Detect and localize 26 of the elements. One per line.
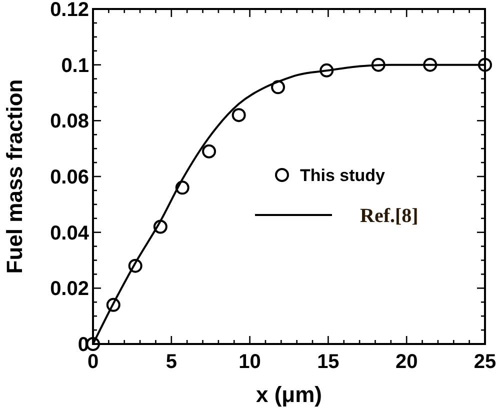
x-tick-label: 10	[238, 351, 261, 373]
x-tick-label: 15	[317, 351, 340, 373]
point	[106, 298, 120, 312]
x-tick-label: 25	[474, 351, 496, 373]
legend-label: This study	[300, 166, 386, 185]
y-tick-label: 0.06	[50, 166, 89, 188]
x-tick-label: 5	[166, 351, 177, 373]
x-tick-label: 20	[395, 351, 418, 373]
point	[232, 108, 246, 122]
point	[423, 58, 438, 72]
point	[371, 58, 386, 72]
point	[202, 144, 216, 158]
x-axis-title: x (μm)	[256, 382, 322, 407]
y-tick-label: 0.1	[61, 54, 89, 77]
point	[175, 180, 190, 195]
y-tick-label: 0.08	[50, 110, 89, 133]
y-tick-label: 0.12	[50, 0, 89, 21]
y-tick-label: 0.02	[50, 278, 89, 300]
point	[128, 258, 142, 273]
point	[320, 63, 334, 78]
point	[153, 220, 168, 234]
y-axis-title: Fuel mass fraction	[2, 79, 27, 274]
point	[271, 80, 286, 94]
legend-label: Ref.[8]	[360, 205, 418, 227]
point	[478, 58, 492, 72]
y-tick-label: 0.04	[50, 222, 90, 244]
